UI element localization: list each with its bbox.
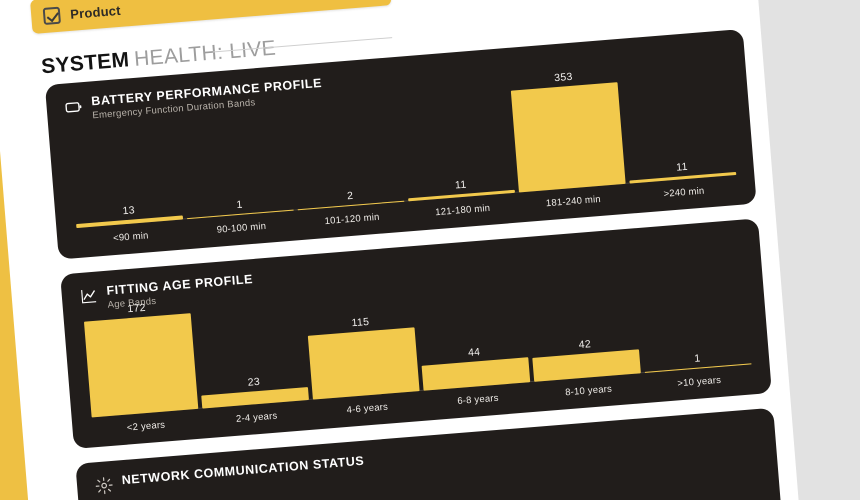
- card-header: BATTERY PERFORMANCE PROFILE Emergency Fu…: [64, 76, 324, 124]
- bar-rect[interactable]: [421, 357, 531, 391]
- network-icon: [95, 477, 113, 495]
- card-header: FITTING AGE PROFILE Age Bands: [79, 272, 254, 313]
- bar-rect[interactable]: [307, 327, 420, 400]
- bar-chart-battery: 13 <90 min 1 90-100 min 2 101-120 min 11: [66, 49, 737, 244]
- bar-value: 1: [693, 352, 701, 365]
- line-chart-icon: [81, 290, 97, 304]
- bar-rect[interactable]: [532, 349, 641, 382]
- bar-group[interactable]: 42 8-10 years: [524, 248, 641, 398]
- bar-label: 4-6 years: [346, 401, 389, 416]
- bar-group[interactable]: 353 181-240 min: [509, 58, 626, 209]
- bar-chart-fitting-age: 172 <2 years 23 2-4 years 115 4-6 years …: [82, 239, 752, 434]
- product-checkbox[interactable]: [42, 6, 61, 25]
- bar-group[interactable]: 13 <90 min: [66, 94, 184, 244]
- bar-group[interactable]: 172 <2 years: [82, 283, 199, 434]
- product-label: Product: [69, 2, 122, 22]
- bar-group[interactable]: 2 101-120 min: [288, 76, 405, 227]
- bar-rect[interactable]: [83, 313, 199, 418]
- bar-label: 6-8 years: [456, 392, 500, 408]
- card-network-communication-status: NETWORK COMMUNICATION STATUS ✕ 15 Offlin…: [75, 407, 788, 500]
- bar-group[interactable]: 11 121-180 min: [398, 67, 516, 218]
- bar-label: <90 min: [112, 230, 149, 245]
- battery-icon: [65, 102, 82, 113]
- bar-value: 1: [236, 198, 244, 212]
- bar-group[interactable]: 1 >10 years: [635, 239, 752, 389]
- bar-group[interactable]: 1 90-100 min: [177, 85, 294, 236]
- bar-label: 8-10 years: [564, 383, 613, 399]
- card-title: NETWORK COMMUNICATION STATUS: [121, 453, 365, 488]
- card-battery-performance-profile: BATTERY PERFORMANCE PROFILE Emergency Fu…: [44, 28, 757, 260]
- bar-group[interactable]: 11 >240 min: [620, 49, 737, 200]
- bar-label: 181-240 min: [545, 193, 602, 210]
- bar-rect[interactable]: [510, 82, 626, 193]
- bar-label: 2-4 years: [235, 410, 278, 425]
- bar-group[interactable]: 115 4-6 years: [303, 265, 420, 416]
- card-header: NETWORK COMMUNICATION STATUS: [94, 454, 365, 496]
- bar-label: 90-100 min: [216, 220, 267, 236]
- card-fitting-age-profile: FITTING AGE PROFILE Age Bands 172 <2 yea…: [60, 218, 772, 449]
- bar-label: >10 years: [677, 374, 722, 390]
- bar-group[interactable]: 23 2-4 years: [192, 274, 309, 425]
- bar-label: <2 years: [126, 419, 166, 434]
- bar-group[interactable]: 44 6-8 years: [413, 257, 531, 407]
- bar-label: 101-120 min: [324, 211, 380, 228]
- bar-label: >240 min: [663, 185, 705, 200]
- bar-label: 121-180 min: [434, 202, 491, 219]
